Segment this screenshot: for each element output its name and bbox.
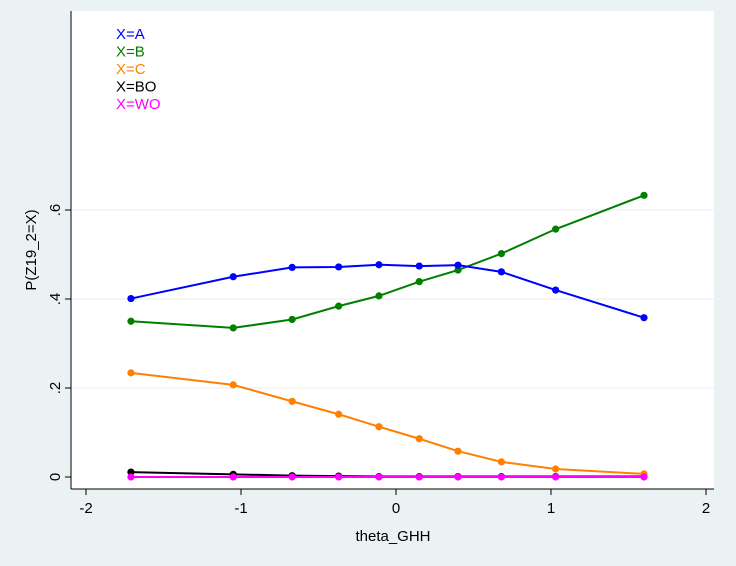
data-point-x-c <box>335 410 343 418</box>
x-tick-label: 2 <box>702 500 710 517</box>
data-point-x-c <box>454 447 462 455</box>
data-point-x-wo <box>375 473 383 481</box>
data-point-x-wo <box>415 473 423 481</box>
y-tick-label: .4 <box>47 293 64 306</box>
data-point-x-b <box>127 317 135 325</box>
data-point-x-wo <box>640 473 648 481</box>
data-point-x-b <box>415 278 423 286</box>
data-point-x-a <box>375 261 383 269</box>
data-point-x-b <box>497 250 505 258</box>
data-point-x-wo <box>497 473 505 481</box>
data-point-x-b <box>375 292 383 300</box>
y-axis-title: P(Z19_2=X) <box>23 209 40 290</box>
data-point-x-c <box>497 458 505 466</box>
x-tick-label: 0 <box>392 500 400 517</box>
data-point-x-a <box>640 314 648 322</box>
data-point-x-wo <box>552 473 560 481</box>
axes <box>70 11 714 490</box>
data-point-x-c <box>288 397 296 405</box>
y-tick-label: .2 <box>47 382 64 395</box>
data-point-x-b <box>229 324 237 332</box>
data-point-x-a <box>497 268 505 276</box>
x-tick-label: -1 <box>234 500 247 517</box>
data-point-x-c <box>415 435 423 443</box>
data-point-x-wo <box>229 473 237 481</box>
x-tick-label: 1 <box>547 500 555 517</box>
data-point-x-wo <box>454 473 462 481</box>
data-point-x-c <box>127 369 135 377</box>
legend-label-x-a: X=A <box>116 26 145 43</box>
series-line-x-c <box>130 371 645 475</box>
x-axis-title: theta_GHH <box>355 528 430 545</box>
data-point-x-wo <box>288 473 296 481</box>
data-point-x-a <box>127 294 135 303</box>
data-point-x-a <box>552 286 560 294</box>
data-point-x-a <box>335 263 343 271</box>
legend-label-x-wo: X=WO <box>116 96 161 113</box>
legend-label-x-bo: X=BO <box>116 79 156 96</box>
data-point-x-a <box>288 263 296 272</box>
data-point-x-a <box>229 273 237 281</box>
y-tick-label: 0 <box>47 473 64 481</box>
legend-label-x-c: X=C <box>116 61 146 78</box>
data-point-x-b <box>335 302 343 310</box>
legend-label-x-b: X=B <box>116 44 145 61</box>
data-point-x-c <box>552 465 560 473</box>
ticks: -2 -1 0 1 2 0 .2 .4 .6 <box>47 204 710 517</box>
series-line-x-a <box>130 263 645 319</box>
data-point-x-wo <box>127 473 135 481</box>
legend: X=AX=BX=CX=BOX=WO <box>116 26 161 113</box>
data-point-x-b <box>640 191 648 199</box>
data-point-x-a <box>415 262 423 270</box>
y-tick-label: .6 <box>47 204 64 217</box>
x-tick-label: -2 <box>79 500 92 517</box>
data-point-x-b <box>288 315 296 324</box>
data-point-x-c <box>375 423 383 431</box>
data-point-x-c <box>229 381 237 389</box>
data-point-x-a <box>454 261 462 269</box>
plot-area <box>71 11 714 489</box>
series-line-x-b <box>130 194 645 329</box>
data-point-x-wo <box>335 473 343 481</box>
data-point-x-b <box>552 225 560 233</box>
series-layer <box>127 191 648 481</box>
